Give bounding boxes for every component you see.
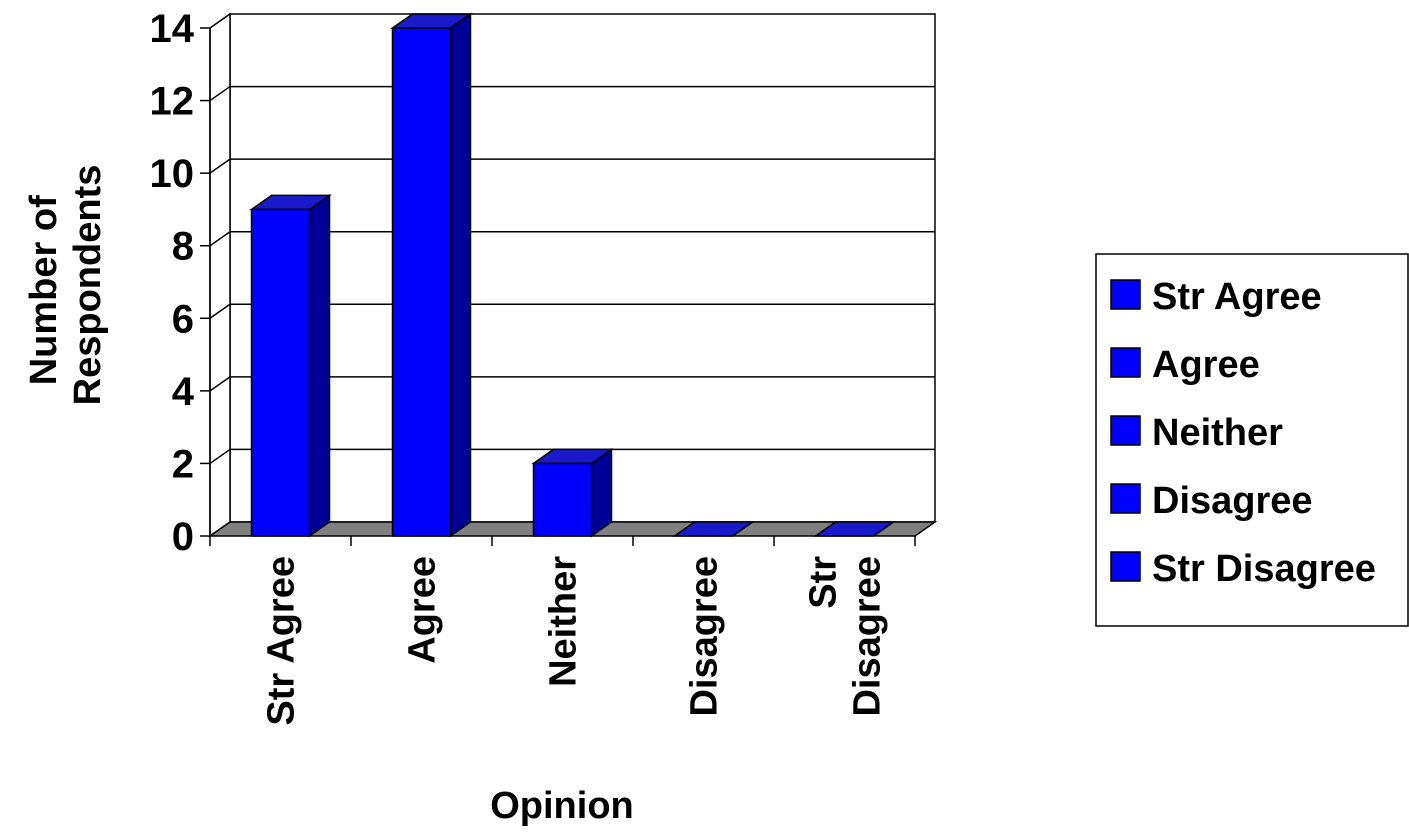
legend-label: Neither xyxy=(1152,412,1283,454)
gridline-side xyxy=(209,448,231,465)
plot-back-wall xyxy=(229,13,936,523)
legend-swatch xyxy=(1110,415,1141,446)
legend-entry: Neither xyxy=(1110,412,1283,454)
gridline-side xyxy=(209,85,231,102)
bar-side xyxy=(308,193,331,538)
legend-swatch xyxy=(1110,347,1141,378)
x-tick-label-line: Disagree xyxy=(684,556,726,717)
bar-disagree xyxy=(672,521,755,537)
x-tick-label-line: Str Agree xyxy=(261,556,303,726)
bars xyxy=(249,12,896,538)
x-tick-label: Agree xyxy=(402,556,444,664)
bar-side xyxy=(590,447,613,538)
bar-top xyxy=(672,521,755,537)
legend-label: Str Agree xyxy=(1152,276,1322,318)
gridline-side xyxy=(209,158,231,174)
x-axis-ticks: Str Agree Agree Neither Disagree StrDisagree xyxy=(209,536,916,726)
y-axis-ticks: 0 2 4 6 8 10 12 14 xyxy=(150,7,210,559)
legend-entry: Str Disagree xyxy=(1110,548,1376,590)
legend-entry: Disagree xyxy=(1110,480,1313,522)
y-axis-title-line-1: Number of xyxy=(23,195,65,385)
bar-neither xyxy=(531,447,614,538)
bar-front xyxy=(532,462,593,537)
y-tick-label: 2 xyxy=(172,442,194,486)
y-tick-label: 4 xyxy=(172,370,195,414)
bar-front xyxy=(391,27,452,537)
plot-side-wall xyxy=(209,12,231,538)
legend: Str Agree Agree Neither Disagree Str Disagre… xyxy=(1095,253,1409,627)
x-tick-label-line: Str xyxy=(803,556,845,609)
legend-swatch xyxy=(1110,483,1141,514)
bar-agree xyxy=(390,12,473,538)
x-tick-label-line: Disagree xyxy=(847,556,889,717)
bar-front xyxy=(250,208,311,537)
y-axis-title-line-2: Respondents xyxy=(67,165,109,406)
bar-top xyxy=(813,521,896,537)
gridline-side xyxy=(209,231,231,247)
y-tick-label: 10 xyxy=(150,152,195,196)
x-tick-label: Neither xyxy=(543,556,585,687)
x-tick-label: Str Agree xyxy=(261,556,303,726)
legend-entry: Str Agree xyxy=(1110,276,1322,318)
bar-str-disagree xyxy=(813,521,896,537)
x-axis-title: Opinion xyxy=(490,785,634,827)
legend-entry: Agree xyxy=(1110,344,1260,386)
x-tick-label-line: Neither xyxy=(543,556,585,687)
plot-area xyxy=(207,12,938,538)
gridline-side xyxy=(209,376,231,392)
y-tick-label: 8 xyxy=(172,225,194,269)
y-tick-label: 0 xyxy=(172,515,194,559)
bar-str-agree xyxy=(249,193,332,538)
gridline-side xyxy=(209,303,231,319)
x-tick-label: StrDisagree xyxy=(803,556,889,717)
legend-label: Disagree xyxy=(1152,480,1313,522)
bar-side xyxy=(449,12,472,538)
y-tick-label: 12 xyxy=(150,80,195,124)
x-tick-label: Disagree xyxy=(684,556,726,717)
legend-swatch xyxy=(1110,551,1141,582)
y-tick-label: 14 xyxy=(150,7,195,51)
legend-label: Agree xyxy=(1152,344,1260,386)
y-tick-label: 6 xyxy=(172,297,194,341)
legend-swatch xyxy=(1110,279,1141,310)
y-axis-title: Number of Respondents xyxy=(23,165,109,406)
legend-box xyxy=(1095,253,1409,627)
x-tick-label-line: Agree xyxy=(402,556,444,664)
legend-label: Str Disagree xyxy=(1152,548,1376,590)
